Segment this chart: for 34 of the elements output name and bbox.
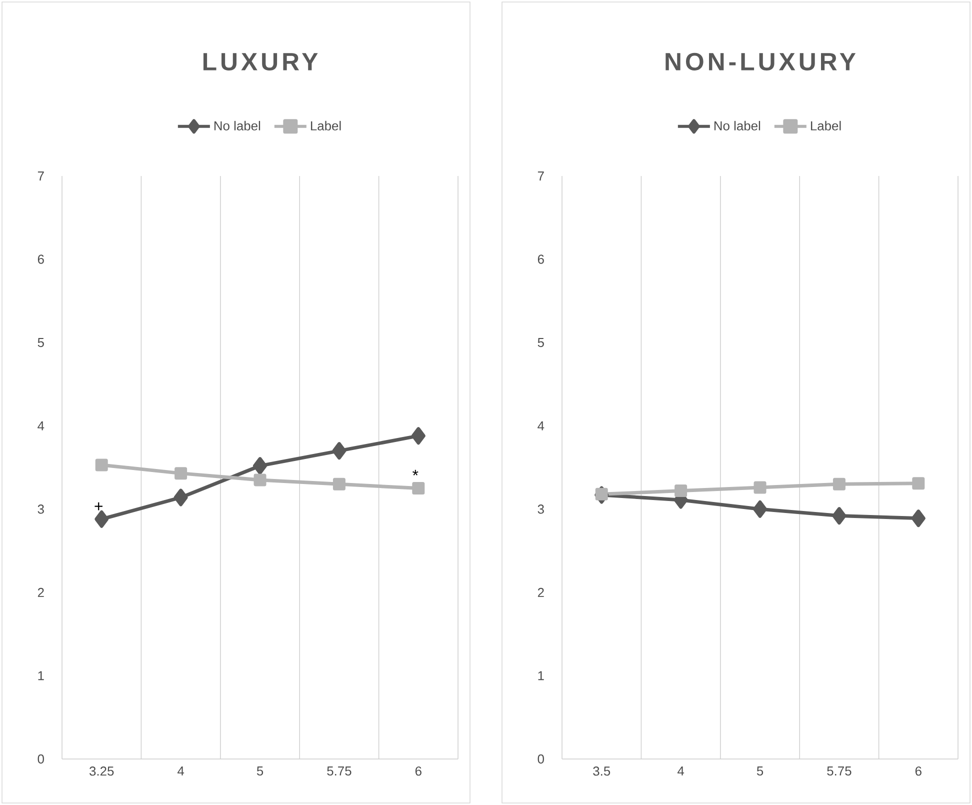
y-tick-label: 6 bbox=[38, 254, 44, 264]
y-tick-label: 1 bbox=[38, 671, 44, 680]
y-tick-label: 7 bbox=[538, 172, 544, 180]
x-tick-label: 6 bbox=[915, 766, 922, 776]
y-tick-label: 7 bbox=[38, 172, 44, 180]
y-tick-label: 3 bbox=[538, 504, 544, 514]
legend-label: Label bbox=[310, 120, 341, 130]
y-tick-label: 5 bbox=[538, 338, 544, 348]
legend-label: Label bbox=[810, 120, 841, 130]
chart-title: NON-LUXURY bbox=[666, 52, 856, 70]
legend-label: No label bbox=[714, 120, 760, 130]
y-tick-label: 0 bbox=[38, 754, 44, 764]
x-tick-label: 4 bbox=[678, 766, 684, 776]
y-tick-label: 2 bbox=[38, 588, 44, 597]
annotation: + bbox=[94, 502, 102, 510]
y-tick-label: 6 bbox=[538, 254, 544, 264]
x-tick-label: 5.75 bbox=[827, 766, 852, 776]
y-tick-label: 3 bbox=[38, 504, 44, 514]
legend-label: No label bbox=[214, 120, 260, 130]
y-tick-label: 1 bbox=[538, 671, 544, 680]
x-tick-label: 5 bbox=[256, 766, 264, 776]
y-tick-label: 5 bbox=[38, 338, 44, 348]
x-tick-label: 4 bbox=[178, 766, 184, 776]
y-tick-label: 4 bbox=[38, 421, 44, 430]
x-tick-label: 6 bbox=[415, 766, 422, 776]
chart-title: LUXURY bbox=[203, 53, 318, 70]
x-tick-label: 3.5 bbox=[593, 766, 610, 776]
annotation: * bbox=[412, 470, 418, 476]
y-tick-label: 2 bbox=[538, 588, 544, 597]
y-tick-label: 4 bbox=[538, 421, 544, 430]
x-tick-label: 5 bbox=[756, 766, 764, 776]
x-tick-label: 5.75 bbox=[327, 766, 352, 776]
x-tick-label: 3.25 bbox=[90, 766, 114, 776]
y-tick-label: 0 bbox=[538, 754, 544, 764]
